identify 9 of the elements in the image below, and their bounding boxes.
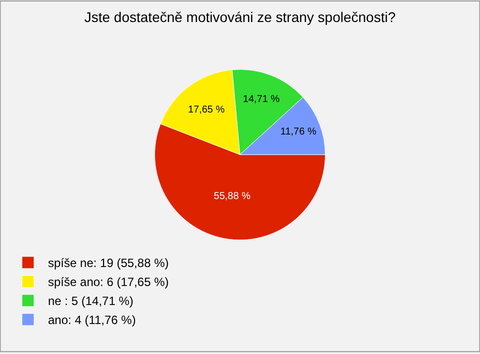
data-label: 14,71 % — [242, 94, 280, 106]
legend-label: ano: 4 (11,76 %) — [48, 313, 136, 328]
data-label: 55,88 % — [214, 191, 251, 202]
legend-label: spíše ano: 6 (17,65 %) — [48, 275, 169, 290]
data-label: 17,65 % — [188, 104, 225, 116]
chart-title: Jste dostatečně motivováni ze strany společnosti? — [84, 9, 396, 26]
legend-label: ne : 5 (14,71 %) — [48, 294, 134, 308]
legend-label: spíše ne: 19 (55,88 %) — [48, 256, 169, 270]
data-label: 11,76 % — [280, 126, 316, 138]
